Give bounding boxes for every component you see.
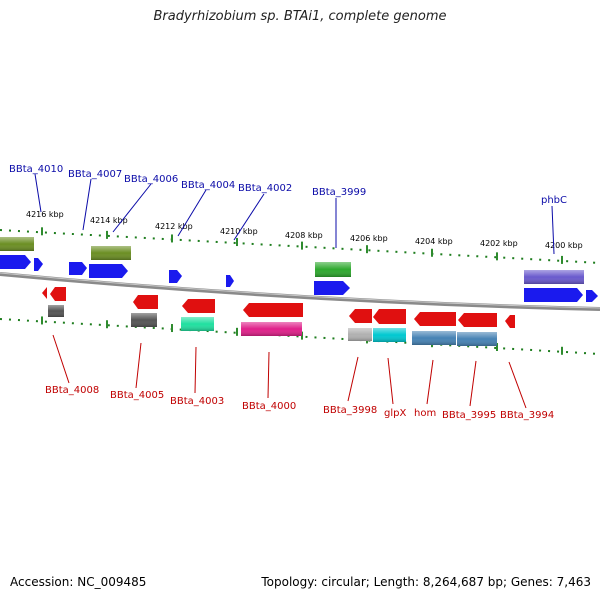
gene-arrow[interactable]: [34, 258, 43, 271]
gene-box-shine: [315, 262, 351, 277]
leader-line: [426, 359, 434, 405]
tick-label: 4200 kbp: [545, 241, 583, 250]
gene-arrow[interactable]: [458, 313, 497, 327]
gene-box-shine: [373, 328, 406, 342]
lower-strand-genes: [42, 287, 515, 346]
gene-arrow[interactable]: [414, 312, 456, 326]
scale-track-top: [0, 229, 600, 264]
scale-labels: 4216 kbp 4214 kbp 4212 kbp 4210 kbp 4208…: [26, 210, 583, 250]
gene-arrow[interactable]: [373, 309, 406, 324]
leader-line: [387, 357, 394, 405]
gene-box-shine: [348, 328, 372, 341]
gene-arrow[interactable]: [524, 288, 583, 302]
gene-label-bbta-4002[interactable]: BBta_4002: [238, 183, 292, 194]
gene-arrow[interactable]: [133, 295, 158, 309]
gene-label-bbta-3999[interactable]: BBta_3999: [312, 187, 366, 198]
gene-label-phbc[interactable]: phbC: [541, 195, 567, 206]
leader-line: [177, 189, 207, 237]
leader-line: [267, 351, 270, 399]
gene-arrow[interactable]: [349, 309, 372, 323]
leader-line: [34, 173, 42, 213]
tick-label: 4208 kbp: [285, 231, 323, 240]
leader-line: [82, 178, 92, 231]
leader-line: [233, 193, 265, 241]
accession-label: Accession: NC_009485: [10, 575, 147, 589]
gene-arrow[interactable]: [89, 264, 128, 278]
tick-label: 4214 kbp: [90, 216, 128, 225]
gene-arrow[interactable]: [226, 275, 234, 287]
gene-label-bbta-4004[interactable]: BBta_4004: [181, 180, 235, 191]
gene-label-bbta-4005[interactable]: BBta_4005: [110, 390, 164, 401]
gene-arrow[interactable]: [0, 255, 31, 269]
upper-strand-genes: [0, 237, 598, 302]
gene-label-bbta-3995[interactable]: BBta_3995: [442, 410, 496, 421]
gene-arrow[interactable]: [50, 287, 66, 301]
leader-line: [551, 205, 555, 255]
leader-line: [347, 356, 359, 402]
gene-label-glpx[interactable]: glpX: [384, 408, 406, 419]
gene-label-bbta-4007[interactable]: BBta_4007: [68, 169, 122, 180]
gene-arrow[interactable]: [42, 287, 47, 299]
gene-box-shine: [457, 332, 497, 346]
tick-label: 4210 kbp: [220, 227, 258, 236]
tick-label: 4206 kbp: [350, 234, 388, 243]
gene-label-bbta-3998[interactable]: BBta_3998: [323, 405, 377, 416]
bottom-gene-labels: BBta_4008 BBta_4005 BBta_4003 BBta_4000 …: [45, 334, 554, 421]
gene-arrow[interactable]: [69, 262, 87, 275]
top-gene-labels: BBta_4010 BBta_4007 BBta_4006 BBta_4004 …: [9, 164, 567, 255]
leader-line: [112, 183, 152, 233]
gene-box-shine: [181, 317, 214, 331]
gene-box-shine: [524, 270, 584, 284]
genome-summary: Topology: circular; Length: 8,264,687 bp…: [261, 575, 591, 589]
gene-arrow[interactable]: [314, 281, 350, 295]
leader-line: [469, 360, 477, 407]
genome-backbone-highlight: [0, 272, 600, 309]
gene-box-shine: [91, 246, 131, 260]
gene-label-bbta-4000[interactable]: BBta_4000: [242, 401, 296, 412]
gene-arrow[interactable]: [169, 270, 182, 283]
gene-label-bbta-4010[interactable]: BBta_4010: [9, 164, 63, 175]
genome-title: Bradyrhizobium sp. BTAi1, complete genom…: [153, 9, 447, 24]
gene-label-bbta-4006[interactable]: BBta_4006: [124, 174, 178, 185]
leader-line: [52, 334, 70, 384]
gene-arrow[interactable]: [243, 303, 303, 317]
leader-line: [135, 342, 142, 389]
scale-track-bottom: [0, 318, 600, 355]
gene-box-shine: [0, 237, 34, 251]
leader-line: [194, 346, 197, 394]
leader-line: [508, 361, 527, 409]
tick-label: 4202 kbp: [480, 239, 518, 248]
gene-box-shine: [131, 313, 157, 327]
genome-backbone: [0, 272, 600, 311]
gene-label-bbta-4003[interactable]: BBta_4003: [170, 396, 224, 407]
tick-label: 4216 kbp: [26, 210, 64, 219]
gene-arrow[interactable]: [182, 299, 215, 313]
gene-arrow[interactable]: [586, 290, 598, 302]
gene-box-shine: [412, 331, 456, 345]
gene-box-shine: [241, 322, 302, 336]
gene-box-shine: [48, 305, 64, 317]
gene-arrow[interactable]: [505, 315, 515, 328]
tick-label: 4204 kbp: [415, 237, 453, 246]
tick-label: 4212 kbp: [155, 222, 193, 231]
gene-label-bbta-3994[interactable]: BBta_3994: [500, 410, 554, 421]
gene-label-bbta-4008[interactable]: BBta_4008: [45, 385, 99, 396]
gene-label-hom[interactable]: hom: [414, 408, 436, 419]
